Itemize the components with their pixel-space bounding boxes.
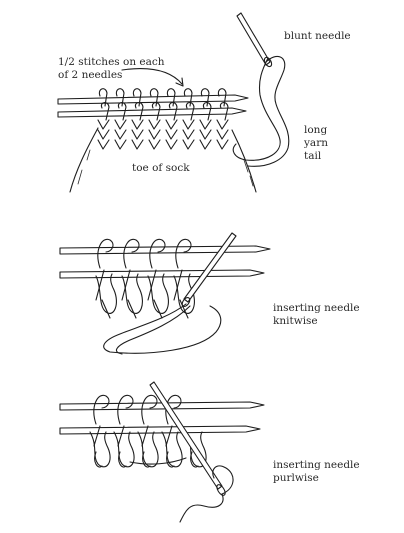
- stitch-stroke: [161, 431, 183, 468]
- stitch-stroke: [168, 102, 178, 121]
- stitch-stroke: [141, 394, 158, 425]
- stitch-stroke: [115, 88, 125, 107]
- stitch-stroke: [95, 273, 117, 314]
- purlwise-front-needle: [59, 425, 261, 435]
- stitch-stroke: [117, 102, 127, 121]
- stitch-stroke: [114, 119, 127, 130]
- knitwise-front-needle: [59, 269, 265, 279]
- stitch-stroke: [114, 129, 127, 140]
- knitwise-yarn: [103, 303, 222, 354]
- stitch-stroke: [216, 139, 229, 150]
- stitch-stroke: [149, 88, 159, 107]
- stitch-stroke: [131, 119, 144, 130]
- stitch-stroke: [132, 88, 142, 107]
- stitch-stroke: [148, 129, 161, 140]
- setup-stitches: [97, 88, 229, 150]
- purlwise-blunt-needle: [149, 381, 226, 496]
- knitwise-stitches: [95, 238, 195, 319]
- stitch-stroke: [165, 119, 178, 130]
- stitch-stroke: [185, 102, 195, 121]
- stitch-stroke: [117, 425, 125, 447]
- blunt-needle-label: blunt needle: [284, 30, 351, 42]
- stitch-stroke: [89, 431, 111, 468]
- stitch-stroke: [134, 102, 144, 121]
- stitches-label: 1/2 stitches on each of 2 needles: [58, 56, 165, 81]
- stitch-stroke: [97, 238, 114, 269]
- stitch-stroke: [173, 273, 195, 314]
- stitch-stroke: [121, 269, 131, 301]
- stitch-stroke: [165, 129, 178, 140]
- stitch-stroke: [131, 129, 144, 140]
- yarn-tail: [232, 57, 281, 161]
- yarn-tail-label: long yarn tail: [304, 124, 328, 162]
- purlwise-caption: inserting needle purlwise: [273, 459, 360, 484]
- stitch-stroke: [123, 238, 140, 269]
- stitch-stroke: [182, 139, 195, 150]
- stitch-stroke: [97, 129, 110, 140]
- purlwise-yarn: [179, 465, 234, 523]
- stitch-stroke: [165, 139, 178, 150]
- stitch-stroke: [98, 88, 108, 107]
- stitch-stroke: [182, 119, 195, 130]
- sock-toe-outline: [69, 127, 257, 193]
- stitch-stroke: [95, 269, 105, 301]
- stitch-stroke: [137, 431, 159, 468]
- knitwise-caption: inserting needle knitwise: [273, 302, 360, 327]
- stitch-stroke: [113, 431, 135, 468]
- stitch-stroke: [127, 299, 137, 319]
- stitch-stroke: [179, 299, 189, 319]
- stitch-stroke: [148, 119, 161, 130]
- stitch-stroke: [121, 273, 143, 314]
- stitch-stroke: [100, 102, 110, 121]
- stitch-stroke: [97, 139, 110, 150]
- back-needle: [57, 94, 249, 105]
- stitch-stroke: [153, 299, 163, 319]
- stitch-stroke: [94, 451, 103, 468]
- stitch-stroke: [147, 273, 169, 314]
- stitch-stroke: [148, 139, 161, 150]
- panel-knitwise: [59, 232, 271, 355]
- sock-toe-shading: [77, 149, 254, 187]
- stitch-stroke: [93, 425, 101, 447]
- stitch-stroke: [199, 129, 212, 140]
- stitch-stroke: [151, 102, 161, 121]
- panel-setup: [57, 12, 290, 193]
- stitch-stroke: [147, 269, 157, 301]
- stitch-stroke: [175, 238, 192, 269]
- stitch-stroke: [199, 119, 212, 130]
- front-needle: [57, 107, 247, 118]
- panel-purlwise: [59, 381, 265, 523]
- stitch-stroke: [216, 129, 229, 140]
- stitch-stroke: [149, 238, 166, 269]
- stitch-stroke: [165, 425, 173, 447]
- stitch-stroke: [93, 394, 110, 425]
- stitch-stroke: [117, 394, 134, 425]
- stitch-stroke: [200, 88, 210, 107]
- stitch-stroke: [97, 119, 110, 130]
- stitch-stroke: [166, 451, 175, 468]
- stitch-stroke: [216, 119, 229, 130]
- stitch-stroke: [199, 139, 212, 150]
- stitch-stroke: [190, 451, 199, 468]
- stitch-stroke: [141, 425, 149, 447]
- purlwise-back-needle: [59, 401, 265, 411]
- stitch-stroke: [183, 88, 193, 107]
- stitch-stroke: [173, 269, 183, 301]
- stitches-pointer-arrow: [121, 67, 183, 85]
- stitch-stroke: [166, 88, 176, 107]
- toe-of-sock-label: toe of sock: [132, 162, 190, 174]
- stitch-stroke: [129, 457, 187, 465]
- stitch-stroke: [114, 139, 127, 150]
- stitch-stroke: [219, 102, 229, 121]
- stitch-stroke: [217, 88, 227, 107]
- stitch-stroke: [202, 102, 212, 121]
- stitch-stroke: [118, 451, 127, 468]
- stitch-stroke: [101, 299, 111, 319]
- stitch-stroke: [131, 139, 144, 150]
- stitch-stroke: [182, 129, 195, 140]
